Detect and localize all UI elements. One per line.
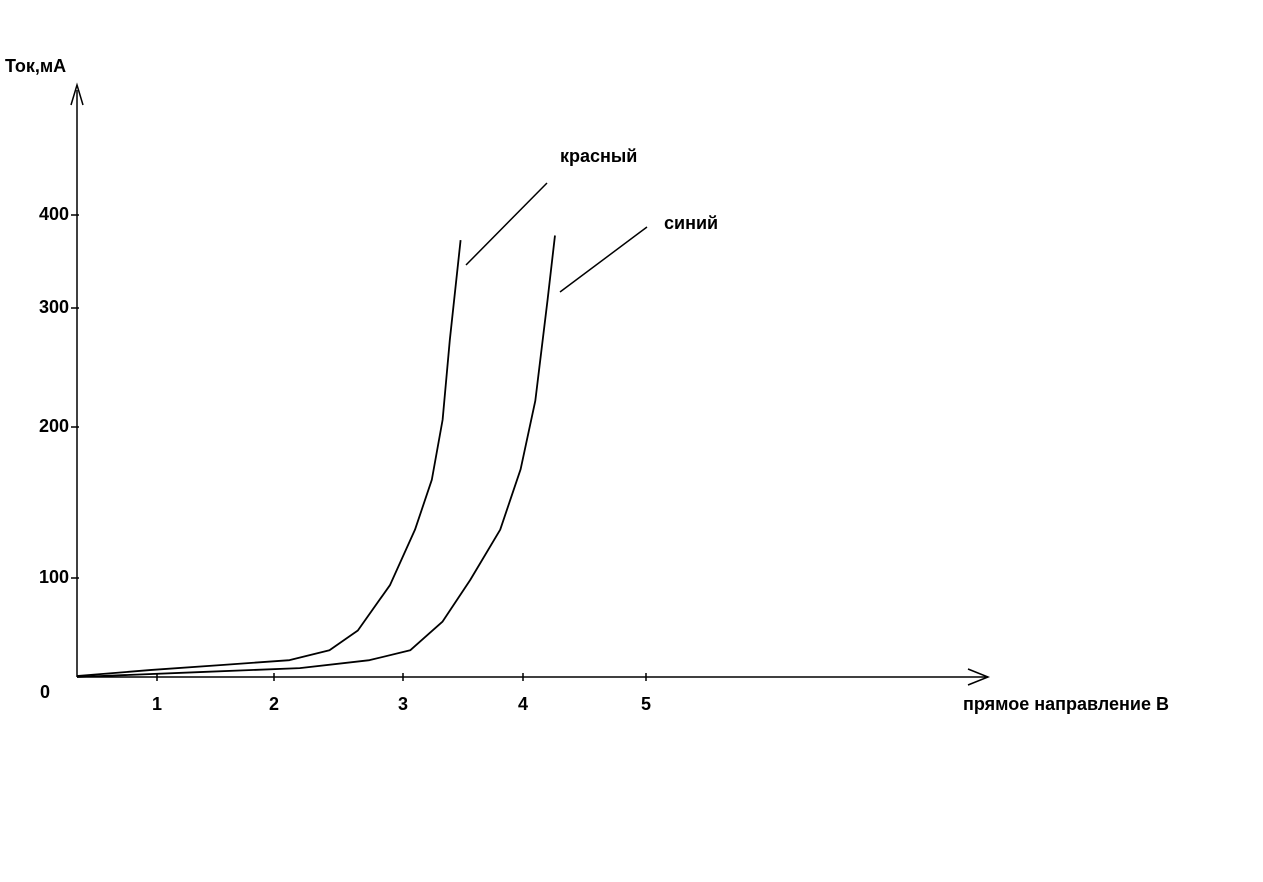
y-axis-label: Ток,мА xyxy=(5,56,66,76)
x-tick-label: 2 xyxy=(269,694,279,714)
line-series xyxy=(76,240,462,677)
y-tick-label: 400 xyxy=(39,204,69,224)
x-tick-label: 4 xyxy=(518,694,528,714)
y-tick-label: 100 xyxy=(39,567,69,587)
y-tick-label: 200 xyxy=(39,416,69,436)
x-axis-arrow xyxy=(967,668,991,686)
x-tick-label: 5 xyxy=(641,694,651,714)
x-tick-label: 1 xyxy=(152,694,162,714)
origin-label: 0 xyxy=(40,682,50,702)
leader-line xyxy=(559,226,648,293)
y-axis-arrow xyxy=(70,82,84,106)
series-label: синий xyxy=(664,213,718,233)
line-series xyxy=(76,235,556,678)
x-tick-label: 3 xyxy=(398,694,408,714)
x-axis-label: прямое направление В xyxy=(963,694,1169,714)
series-label: красный xyxy=(560,146,637,166)
leader-line xyxy=(465,182,548,266)
y-tick-label: 300 xyxy=(39,297,69,317)
